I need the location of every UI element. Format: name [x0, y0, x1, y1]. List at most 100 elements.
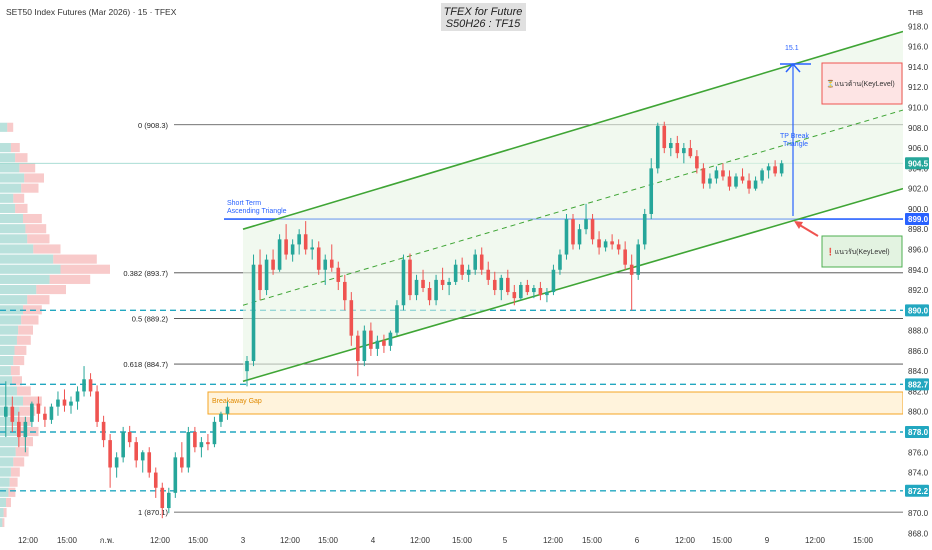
- candle[interactable]: [375, 335, 380, 356]
- candle[interactable]: [623, 241, 627, 270]
- candle[interactable]: [323, 254, 328, 285]
- candle[interactable]: [56, 391, 60, 416]
- candle[interactable]: [199, 437, 204, 458]
- candle[interactable]: [173, 452, 178, 498]
- candle[interactable]: [219, 411, 223, 427]
- candle[interactable]: [251, 254, 256, 367]
- candle[interactable]: [695, 150, 699, 174]
- candle[interactable]: [258, 249, 262, 301]
- candle[interactable]: [603, 239, 608, 252]
- candle[interactable]: [401, 254, 406, 311]
- candle[interactable]: [101, 415, 106, 448]
- candle[interactable]: [153, 467, 158, 498]
- candle[interactable]: [23, 416, 28, 453]
- candle[interactable]: [590, 213, 595, 245]
- candle[interactable]: [349, 292, 354, 346]
- candle[interactable]: [127, 425, 132, 448]
- candle[interactable]: [382, 334, 386, 353]
- candle[interactable]: [17, 411, 21, 448]
- candle[interactable]: [356, 330, 360, 377]
- candle[interactable]: [167, 487, 171, 514]
- candle[interactable]: [362, 325, 367, 367]
- candle[interactable]: [466, 264, 471, 282]
- candle[interactable]: [453, 259, 458, 285]
- candle[interactable]: [727, 170, 732, 191]
- candle[interactable]: [564, 213, 569, 260]
- candle[interactable]: [310, 239, 314, 260]
- candle[interactable]: [277, 234, 282, 272]
- candle[interactable]: [610, 234, 614, 250]
- candle[interactable]: [388, 330, 393, 351]
- candle[interactable]: [297, 229, 301, 255]
- candle[interactable]: [584, 203, 588, 235]
- candle[interactable]: [779, 160, 784, 177]
- candle[interactable]: [193, 426, 197, 453]
- candle[interactable]: [284, 224, 288, 260]
- candle[interactable]: [10, 396, 15, 432]
- candle[interactable]: [512, 284, 517, 306]
- candle[interactable]: [206, 434, 210, 451]
- candle[interactable]: [147, 447, 152, 478]
- candle[interactable]: [62, 389, 67, 412]
- candle[interactable]: [369, 322, 373, 356]
- candle[interactable]: [95, 385, 99, 427]
- candle[interactable]: [642, 208, 647, 250]
- candle[interactable]: [753, 176, 758, 191]
- candle[interactable]: [225, 401, 230, 420]
- candle[interactable]: [414, 274, 419, 301]
- candle[interactable]: [4, 381, 8, 438]
- candle[interactable]: [82, 366, 86, 397]
- candle[interactable]: [30, 401, 34, 427]
- candle[interactable]: [519, 281, 523, 301]
- candle[interactable]: [421, 269, 425, 293]
- candle[interactable]: [636, 239, 640, 280]
- candle[interactable]: [766, 163, 771, 179]
- candle[interactable]: [395, 300, 399, 336]
- candle[interactable]: [669, 137, 673, 157]
- support-box[interactable]: [821, 235, 903, 268]
- candle[interactable]: [121, 426, 125, 463]
- candle[interactable]: [655, 122, 660, 174]
- candle[interactable]: [114, 452, 119, 478]
- candle[interactable]: [486, 261, 491, 285]
- candle[interactable]: [499, 274, 504, 301]
- candle[interactable]: [760, 168, 764, 184]
- candle[interactable]: [180, 442, 184, 473]
- candle[interactable]: [212, 416, 217, 448]
- price-axis[interactable]: 868.0870.0872.0874.0876.0878.0880.0882.0…: [903, 0, 932, 550]
- breakaway-gap-box[interactable]: [207, 391, 904, 415]
- candle[interactable]: [447, 277, 451, 296]
- candle[interactable]: [69, 396, 73, 414]
- candle[interactable]: [427, 281, 432, 306]
- candle[interactable]: [532, 284, 536, 299]
- candle[interactable]: [245, 355, 249, 387]
- candle[interactable]: [36, 396, 41, 422]
- candle[interactable]: [721, 163, 725, 181]
- time-axis[interactable]: 12:00 15:00 ก.พ. 12:00 15:00 3 12:00 15:00 4 12:0…: [0, 527, 903, 550]
- candle[interactable]: [336, 261, 341, 291]
- candle[interactable]: [343, 274, 347, 311]
- candle[interactable]: [88, 373, 93, 397]
- candle[interactable]: [329, 244, 334, 272]
- candle[interactable]: [734, 173, 738, 189]
- candle[interactable]: [649, 158, 654, 220]
- candle[interactable]: [558, 249, 562, 275]
- candle[interactable]: [290, 239, 295, 262]
- candle[interactable]: [551, 264, 556, 296]
- candle[interactable]: [616, 239, 621, 255]
- candle[interactable]: [43, 406, 47, 427]
- candle[interactable]: [186, 426, 191, 473]
- candle[interactable]: [492, 271, 497, 296]
- candle[interactable]: [264, 254, 269, 296]
- candle[interactable]: [688, 139, 693, 159]
- candle[interactable]: [773, 160, 777, 177]
- candle[interactable]: [740, 168, 745, 184]
- candle[interactable]: [75, 386, 80, 410]
- candle[interactable]: [108, 434, 112, 488]
- candle[interactable]: [662, 121, 667, 154]
- candle[interactable]: [708, 173, 712, 189]
- candle[interactable]: [747, 173, 751, 194]
- channel-mid-line[interactable]: [242, 109, 904, 306]
- candle[interactable]: [506, 269, 510, 296]
